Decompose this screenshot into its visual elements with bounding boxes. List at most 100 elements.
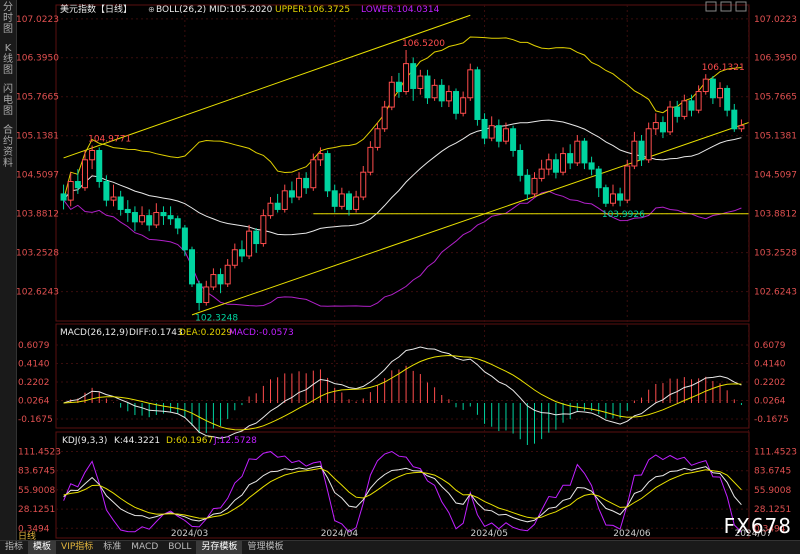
candle-body (552, 159, 559, 173)
candle-body (231, 249, 238, 266)
boll-upper-line (63, 36, 742, 201)
kdj-d-label: D:60.1967 (166, 436, 213, 446)
candle-body (189, 249, 196, 285)
macd-tick-right: 0.2202 (754, 378, 786, 388)
candle-body (460, 97, 467, 114)
candle-body (181, 227, 188, 251)
macd-title: MACD(26,12,9) (60, 328, 128, 338)
boll-lower-line (63, 190, 742, 307)
candle-body (445, 91, 452, 102)
close-icon[interactable] (735, 1, 747, 12)
boll-upper-label: UPPER:106.3725 (275, 5, 350, 15)
candle-body (588, 162, 595, 170)
candle-body (67, 181, 74, 201)
candle-body (631, 140, 638, 167)
macd-tick-right: 0.0264 (754, 396, 786, 406)
candle-body (502, 128, 509, 142)
candle-body (574, 140, 581, 164)
tab-boll[interactable]: BOLL (168, 542, 192, 552)
candle-body (581, 140, 588, 164)
macd-panel-frame (55, 323, 750, 429)
candle-body (624, 165, 631, 201)
candle-body (738, 125, 745, 130)
window-icon[interactable] (720, 1, 732, 12)
candle-body (81, 159, 88, 189)
price-tick-right: 105.1381 (754, 132, 797, 142)
candle-body (281, 190, 288, 210)
candle-body (238, 249, 245, 257)
date-label: 2024/04 (321, 529, 359, 539)
kdj-title: KDJ(9,3,3) (62, 436, 107, 446)
settings-icon[interactable] (705, 1, 717, 12)
grid (56, 5, 750, 538)
price-tick-left: 105.1381 (16, 132, 59, 142)
candle-body (524, 174, 531, 195)
chart-canvas[interactable]: 107.0223 107.0223 106.3950 106.3950 105.7665… (16, 0, 800, 540)
tab-vip-indicator[interactable]: VIP指标 (61, 542, 94, 552)
price-tick-right: 105.7665 (754, 93, 797, 103)
kdj-tick-right: 28.1251 (754, 505, 791, 515)
candle-body (360, 171, 367, 198)
candle-body (695, 91, 702, 111)
date-label: 2024/03 (171, 529, 208, 539)
tab-standard[interactable]: 标准 (103, 542, 122, 552)
candle-body (253, 230, 260, 245)
kdj-j-label: J:12.5728 (213, 436, 257, 446)
tab-manage-template[interactable]: 管理模板 (247, 542, 284, 552)
candle-body (410, 63, 417, 89)
candle-body (688, 100, 695, 111)
tab-macd[interactable]: MACD (131, 542, 159, 552)
candle-body (110, 196, 117, 201)
range-selector[interactable]: 日线 (18, 532, 37, 542)
candle-body (203, 286, 210, 303)
candle-body (488, 125, 495, 139)
candle-body (595, 168, 602, 189)
candle-body (324, 153, 331, 192)
price-tick-left: 104.5097 (16, 171, 59, 181)
candle-body (217, 274, 224, 285)
candle-body (153, 212, 160, 226)
candle-body (617, 193, 624, 201)
sidebar-item-flash[interactable]: 闪电图 (3, 84, 13, 117)
candle-body (659, 122, 666, 133)
sidebar-item-timeshare[interactable]: 分时图 (3, 2, 13, 35)
candle-body (731, 109, 738, 130)
candle-body (724, 87, 731, 111)
candle-body (403, 63, 410, 93)
channel-lower-line (191, 122, 749, 316)
candle-body (467, 69, 474, 99)
trend-lines (63, 14, 749, 316)
sidebar-item-contract[interactable]: 合约资料 (3, 125, 13, 169)
candle-body (517, 149, 524, 176)
tab-template[interactable]: 模板 (28, 541, 57, 554)
candle-body (367, 146, 374, 173)
price-annotation: 106.5200 (402, 39, 445, 49)
channel-upper-line (63, 14, 471, 159)
tab-indicator[interactable]: 指标 (5, 542, 24, 552)
date-label: 2024/07 (735, 529, 772, 539)
candle-body (160, 212, 167, 217)
star-icon[interactable]: ⊕ (148, 5, 155, 14)
kdj-tick-left: 0.3494 (18, 524, 50, 534)
candle-body (474, 69, 481, 120)
bottom-toolbar: 指标 模板 VIP指标 标准 MACD BOLL 另存模板 管理模板 (0, 540, 800, 554)
candle-body (267, 202, 274, 217)
macd-diff-line (63, 346, 742, 439)
candle-body (167, 215, 174, 220)
macd-tick-left: -0.1675 (18, 415, 53, 425)
candle-body (395, 81, 402, 93)
kdj-tick-right: 111.4523 (754, 448, 797, 458)
macd-diff-label: DIFF:0.1743 (129, 328, 183, 338)
boll-bands (63, 36, 742, 307)
candle-body (131, 212, 138, 223)
tab-save-template[interactable]: 另存模板 (196, 541, 243, 554)
candle-body (96, 149, 103, 183)
candle-body (652, 122, 659, 130)
macd-tick-right: -0.1675 (754, 415, 789, 425)
price-tick-right: 107.0223 (754, 15, 797, 25)
sidebar-item-kline[interactable]: K线图 (3, 43, 13, 76)
candle-body (681, 100, 688, 117)
watermark-logo: FX678 (723, 514, 792, 538)
candle-body (274, 202, 281, 210)
macd-series (63, 346, 742, 445)
